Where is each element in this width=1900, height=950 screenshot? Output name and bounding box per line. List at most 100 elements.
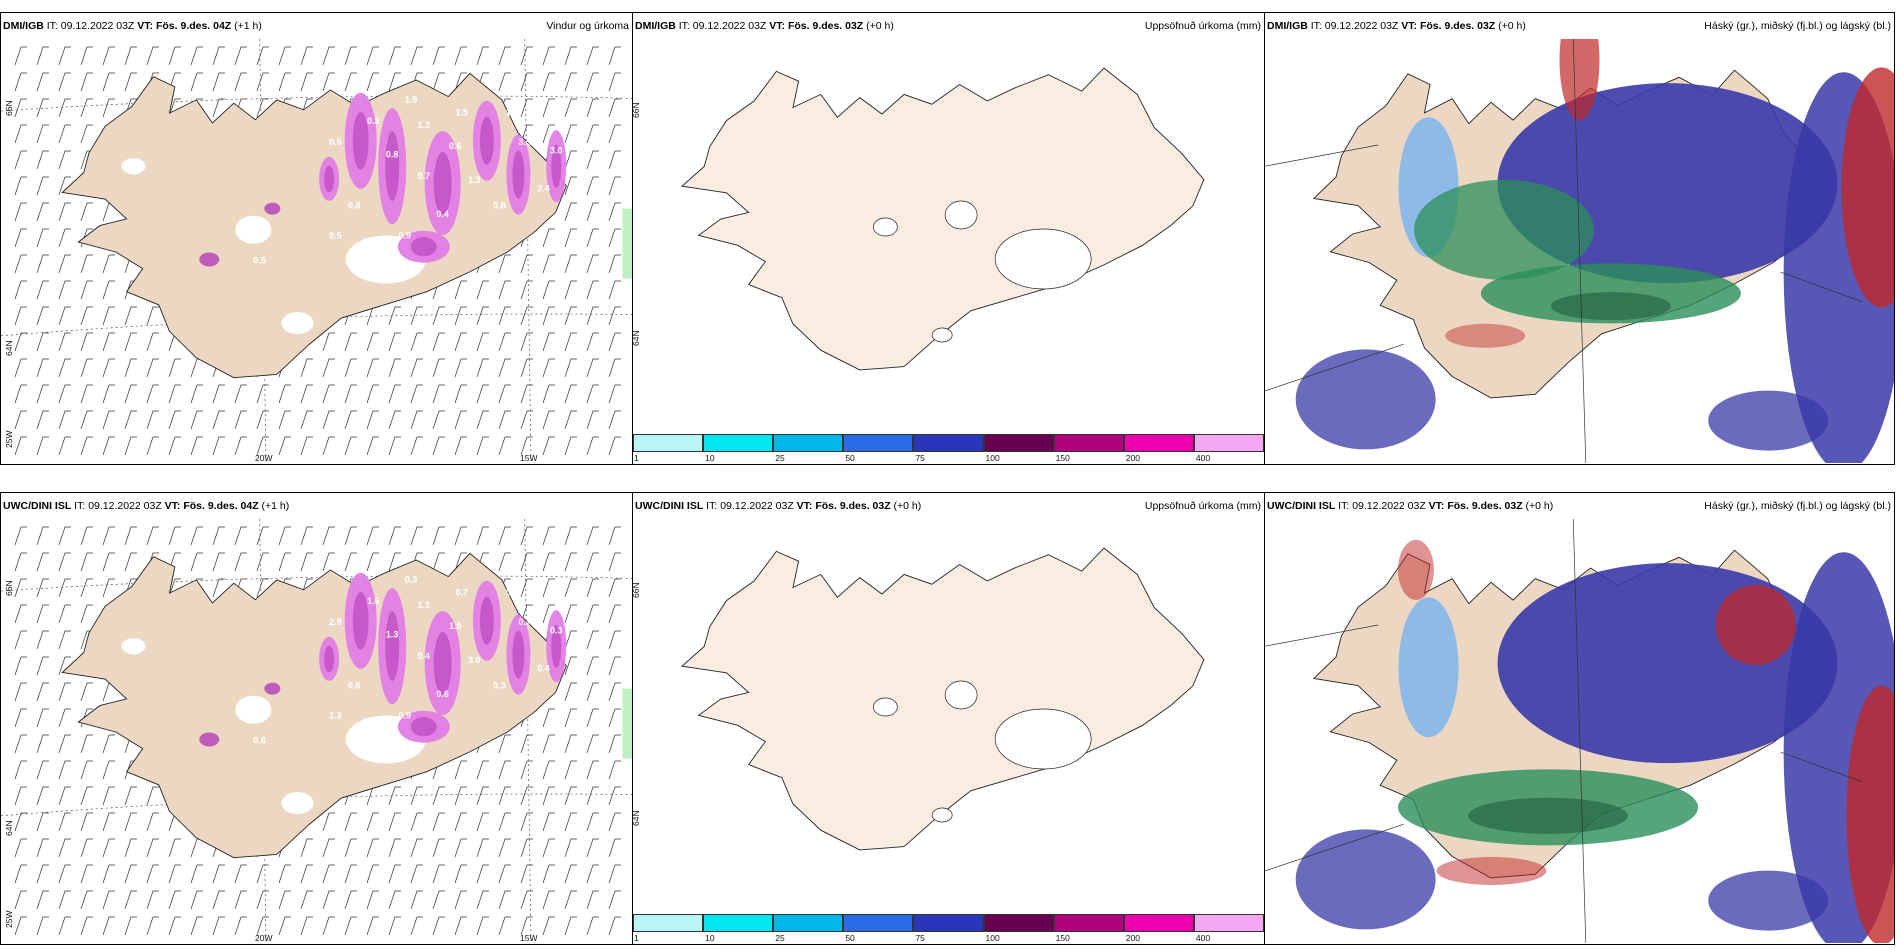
wind-barb bbox=[58, 812, 71, 832]
wind-barb bbox=[498, 436, 511, 456]
accumulated-precip-map-panel-top: DMI/IGB IT: 09.12.2022 03Z VT: Fös. 9.de… bbox=[632, 12, 1265, 465]
wind-barb bbox=[564, 838, 577, 858]
glacier-area bbox=[945, 681, 978, 709]
product-title: Háský (gr.), miðský (fj.bl.) og lágský (… bbox=[1704, 500, 1891, 512]
wind-barb bbox=[476, 358, 489, 378]
wind-barb bbox=[366, 384, 379, 404]
wind-barb bbox=[498, 46, 511, 66]
wind-barb bbox=[564, 812, 577, 832]
wind-barb bbox=[300, 72, 313, 92]
vt-value: Fös. 9.des. 04Z bbox=[183, 500, 259, 512]
wind-barb bbox=[564, 124, 577, 144]
legend-color-swatch bbox=[633, 434, 704, 452]
wind-barb bbox=[388, 526, 401, 546]
wind-barb bbox=[234, 916, 247, 936]
wind-barb bbox=[564, 682, 577, 702]
wind-barb bbox=[586, 838, 599, 858]
wind-barb bbox=[102, 838, 115, 858]
it-value: 09.12.2022 03Z bbox=[88, 500, 162, 512]
wind-barb bbox=[36, 552, 49, 572]
wind-barb bbox=[608, 332, 621, 352]
wind-barb bbox=[520, 410, 533, 430]
wind-barb bbox=[564, 604, 577, 624]
wind-barb bbox=[586, 280, 599, 300]
wind-barb bbox=[322, 358, 335, 378]
wind-barb bbox=[564, 786, 577, 806]
wind-barb bbox=[58, 578, 71, 598]
wind-barb bbox=[564, 708, 577, 728]
mid-cloud-core bbox=[1550, 292, 1671, 321]
wind-barb bbox=[102, 358, 115, 378]
wind-barb bbox=[58, 280, 71, 300]
wind-barb bbox=[14, 786, 27, 806]
wind-barb bbox=[476, 332, 489, 352]
model-name: DMI/IGB bbox=[3, 20, 44, 32]
glacier-area bbox=[235, 215, 272, 244]
glacier-area bbox=[995, 229, 1092, 289]
wind-barb bbox=[586, 552, 599, 572]
wind-barb bbox=[146, 526, 159, 546]
precip-value-label: 0.8 bbox=[386, 150, 399, 160]
wind-barb bbox=[344, 410, 357, 430]
precip-value-label: 0.3 bbox=[405, 575, 418, 585]
precip-value-label: 3.0 bbox=[550, 145, 563, 155]
wind-barb bbox=[564, 864, 577, 884]
precip-value-label: 0.4 bbox=[417, 651, 430, 661]
edge-precip-strip bbox=[622, 688, 632, 759]
wind-barb bbox=[564, 358, 577, 378]
glacier-area bbox=[873, 218, 898, 236]
graticule-line bbox=[1, 575, 632, 592]
wind-barb bbox=[586, 332, 599, 352]
wind-barb bbox=[542, 916, 555, 936]
precip-core bbox=[479, 596, 494, 645]
wind-barb bbox=[36, 124, 49, 144]
high-cloud-area bbox=[1397, 539, 1434, 600]
wind-barb bbox=[322, 916, 335, 936]
legend-color-swatch bbox=[843, 434, 914, 452]
precip-value-label: 1.3 bbox=[329, 710, 342, 720]
wind-barb bbox=[234, 72, 247, 92]
wind-barb bbox=[300, 890, 313, 910]
wind-barb bbox=[388, 410, 401, 430]
wind-barb bbox=[80, 436, 93, 456]
wind-barb bbox=[168, 578, 181, 598]
wind-barb bbox=[36, 526, 49, 546]
wind-barb bbox=[432, 358, 445, 378]
precip-value-label: 1.5 bbox=[455, 107, 468, 117]
wind-barb bbox=[586, 734, 599, 754]
map-canvas bbox=[680, 67, 1205, 371]
wind-barb bbox=[608, 552, 621, 572]
wind-barb bbox=[564, 578, 577, 598]
wind-barb bbox=[256, 384, 269, 404]
wind-barb bbox=[234, 436, 247, 456]
legend-tick-label: 50 bbox=[845, 453, 855, 463]
wind-barb bbox=[520, 254, 533, 274]
wind-barb bbox=[58, 682, 71, 702]
legend-color-swatch bbox=[913, 914, 984, 932]
wind-barb bbox=[322, 46, 335, 66]
wind-barb bbox=[564, 46, 577, 66]
wind-barb bbox=[520, 786, 533, 806]
graticule-line bbox=[259, 519, 267, 943]
wind-barb bbox=[102, 578, 115, 598]
wind-barb bbox=[58, 176, 71, 196]
wind-barb bbox=[608, 656, 621, 676]
forecast-offset: (+0 h) bbox=[893, 500, 922, 512]
wind-barb bbox=[278, 384, 291, 404]
wind-barb bbox=[80, 280, 93, 300]
wind-barb bbox=[476, 838, 489, 858]
graticule-line bbox=[259, 39, 267, 463]
wind-barb bbox=[124, 384, 137, 404]
wind-barb bbox=[58, 384, 71, 404]
wind-barb bbox=[388, 812, 401, 832]
wind-barb bbox=[124, 410, 137, 430]
wind-barb bbox=[498, 306, 511, 326]
wind-barb bbox=[36, 708, 49, 728]
wind-barb bbox=[14, 578, 27, 598]
glacier-outline bbox=[931, 327, 953, 343]
wind-barb bbox=[14, 228, 27, 248]
wind-barb bbox=[564, 98, 577, 118]
wind-barb bbox=[14, 358, 27, 378]
wind-barb bbox=[36, 176, 49, 196]
wind-barb bbox=[212, 384, 225, 404]
